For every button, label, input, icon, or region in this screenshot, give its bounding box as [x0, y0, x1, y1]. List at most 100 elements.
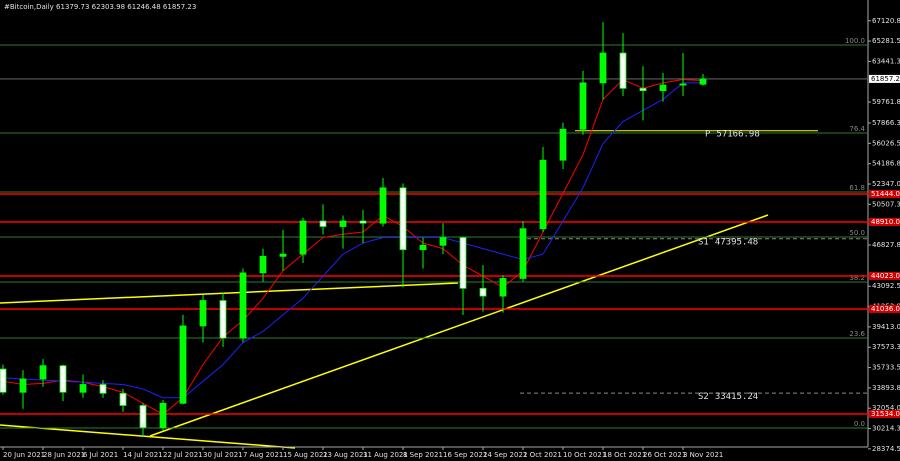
level-tag: [869, 304, 900, 313]
fib-label: 76.4: [849, 125, 865, 133]
candle-body: [499, 278, 507, 297]
candle-body: [439, 237, 447, 246]
pivot-name: S1: [698, 237, 709, 247]
y-tick-label: 33893.80: [872, 384, 900, 392]
candle-body: [299, 220, 307, 255]
x-tick-label: 22 Jul 2021: [163, 451, 203, 459]
y-tick-label: 46827.80: [872, 241, 900, 249]
x-tick-label: 2 Oct 2021: [523, 451, 562, 459]
trend-line: [0, 282, 459, 304]
pivot-value: 47395.48: [715, 237, 758, 247]
level-label: 44023.00: [871, 272, 900, 280]
y-tick-label: 57866.30: [872, 119, 900, 127]
y-tick-label: 32054.05: [872, 404, 900, 412]
fib-label: 61.8: [849, 184, 865, 192]
candle-body: [119, 392, 127, 406]
candle-body: [519, 228, 527, 279]
candle-body: [19, 378, 27, 393]
fib-label: 38.2: [849, 274, 865, 282]
y-tick-label: 39413.05: [872, 323, 900, 331]
candle-body: [199, 300, 207, 327]
y-tick-label: 30214.30: [872, 425, 900, 433]
pivot-value: 57166.98: [716, 129, 759, 139]
x-tick-label: 10 Oct 2021: [563, 451, 606, 459]
candle-body: [459, 237, 467, 289]
pivot-value: 33415.24: [715, 392, 758, 402]
x-tick-label: 26 Oct 2021: [643, 451, 686, 459]
pivot-name: P: [705, 129, 711, 139]
chart-title: #Bitcoin,Daily 61379.73 62303.98 61246.4…: [4, 3, 196, 11]
candle-body: [639, 87, 647, 91]
candle-body: [559, 128, 567, 161]
y-tick-label: 63441.30: [872, 57, 900, 65]
y-tick-label: 50507.30: [872, 200, 900, 208]
candle-body: [479, 287, 487, 297]
candle-body: [319, 220, 327, 227]
candle-body: [619, 52, 627, 89]
x-tick-label: 20 Jun 2021: [3, 451, 45, 459]
candle-body: [219, 300, 227, 339]
x-tick-label: 15 Aug 2021: [283, 451, 328, 459]
fib-label: 0.0: [854, 420, 865, 428]
y-tick-label: 35733.55: [872, 364, 900, 372]
level-tag: [869, 409, 900, 418]
current-price-label: 61857.23: [871, 75, 900, 83]
level-label: 51444.00: [871, 190, 900, 198]
candle-body: [59, 365, 67, 393]
y-tick-label: 43092.55: [872, 282, 900, 290]
current-price-tag: [869, 74, 900, 83]
level-label: 48910.00: [871, 218, 900, 226]
level-tag: [869, 189, 900, 198]
pivot-label: S2 33415.24: [698, 392, 758, 402]
candle-body: [339, 220, 347, 227]
x-tick-label: 28 Jun 2021: [43, 451, 85, 459]
x-tick-label: 8 Sep 2021: [403, 451, 443, 459]
x-tick-label: 6 Jul 2021: [83, 451, 118, 459]
candle-body: [399, 187, 407, 251]
candle-body: [699, 78, 707, 85]
x-tick-label: 7 Aug 2021: [243, 451, 283, 459]
candle-body: [659, 84, 667, 91]
x-tick-label: 18 Oct 2021: [603, 451, 646, 459]
level-label: 41036.00: [871, 305, 900, 313]
pivot-name: S2: [698, 392, 709, 402]
candle-body: [79, 384, 87, 393]
y-tick-label: 67120.80: [872, 17, 900, 25]
indicator-line: [2, 78, 704, 415]
y-tick-label: 37573.30: [872, 343, 900, 351]
level-label: 31534.00: [871, 410, 900, 418]
candle-body: [179, 325, 187, 404]
fib-label: 23.6: [849, 330, 865, 338]
candle-body: [259, 255, 267, 274]
pivot-label: S1 47395.48: [698, 237, 758, 247]
y-tick-label: 56026.55: [872, 139, 900, 147]
y-tick-label: 59761.80: [872, 98, 900, 106]
x-tick-label: 24 Sep 2021: [483, 451, 527, 459]
candle-body: [419, 244, 427, 251]
trend-line: [149, 214, 769, 437]
x-tick-label: 30 Jul 2021: [203, 451, 243, 459]
candle-body: [539, 159, 547, 230]
candle-body: [579, 82, 587, 130]
indicator-line: [2, 82, 703, 399]
level-tag: [869, 271, 900, 280]
x-tick-label: 16 Sep 2021: [443, 451, 487, 459]
x-tick-label: 3 Nov 2021: [683, 451, 723, 459]
fib-label: 50.0: [849, 229, 865, 237]
candle-body: [359, 220, 367, 224]
pivot-label: P 57166.98: [705, 129, 760, 139]
trend-line: [0, 424, 296, 449]
x-tick-label: 31 Aug 2021: [363, 451, 408, 459]
candle-body: [99, 384, 107, 394]
y-tick-label: 65281.55: [872, 37, 900, 45]
fib-label: 100.0: [845, 37, 865, 45]
candle-body: [379, 187, 387, 224]
candle-body: [599, 52, 607, 84]
x-tick-label: 23 Aug 2021: [323, 451, 368, 459]
x-tick-label: 14 Jul 2021: [123, 451, 163, 459]
candle-body: [239, 272, 247, 339]
level-tag: [869, 217, 900, 226]
y-tick-label: 52347.05: [872, 180, 900, 188]
